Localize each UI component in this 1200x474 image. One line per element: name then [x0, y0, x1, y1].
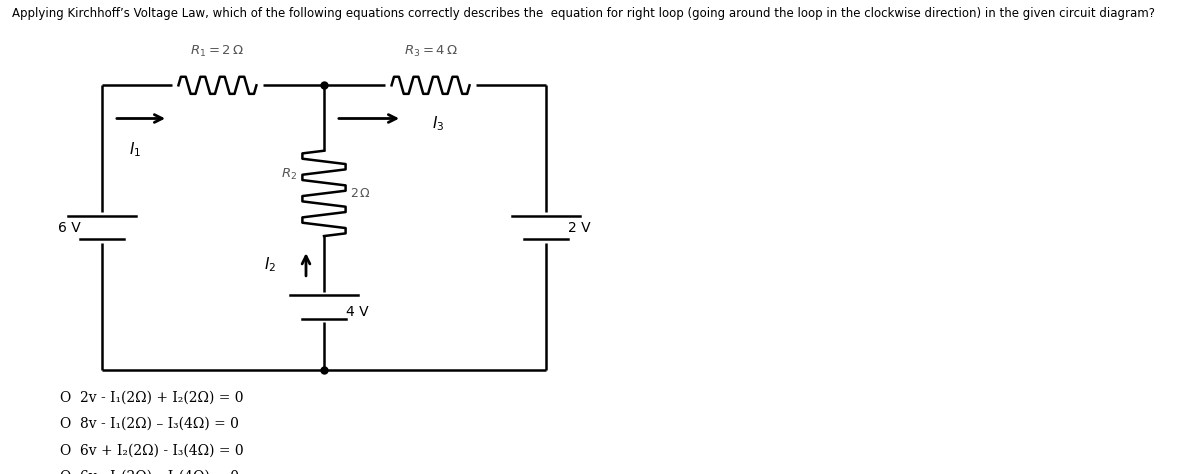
Text: $R_3 = 4\,\Omega$: $R_3 = 4\,\Omega$ [403, 44, 457, 59]
Text: $R_1 = 2\,\Omega$: $R_1 = 2\,\Omega$ [191, 44, 245, 59]
Text: $I_2$: $I_2$ [264, 255, 276, 274]
Text: $I_1$: $I_1$ [130, 140, 142, 158]
Text: 4 V: 4 V [346, 305, 368, 319]
Text: $I_3$: $I_3$ [432, 114, 444, 133]
Text: O  8v - I₁(2Ω) – I₃(4Ω) = 0: O 8v - I₁(2Ω) – I₃(4Ω) = 0 [60, 417, 239, 431]
Text: O  2v - I₁(2Ω) + I₂(2Ω) = 0: O 2v - I₁(2Ω) + I₂(2Ω) = 0 [60, 391, 244, 405]
Text: 6 V: 6 V [58, 220, 80, 235]
Text: 2 V: 2 V [568, 220, 590, 235]
Text: $2\,\Omega$: $2\,\Omega$ [350, 187, 372, 200]
Text: $R_2$: $R_2$ [282, 167, 298, 182]
Text: O  6v - I₂(2Ω) – I₃(4Ω) = 0: O 6v - I₂(2Ω) – I₃(4Ω) = 0 [60, 469, 239, 474]
Text: Applying Kirchhoff’s Voltage Law, which of the following equations correctly des: Applying Kirchhoff’s Voltage Law, which … [12, 7, 1154, 20]
Text: O  6v + I₂(2Ω) - I₃(4Ω) = 0: O 6v + I₂(2Ω) - I₃(4Ω) = 0 [60, 443, 244, 457]
